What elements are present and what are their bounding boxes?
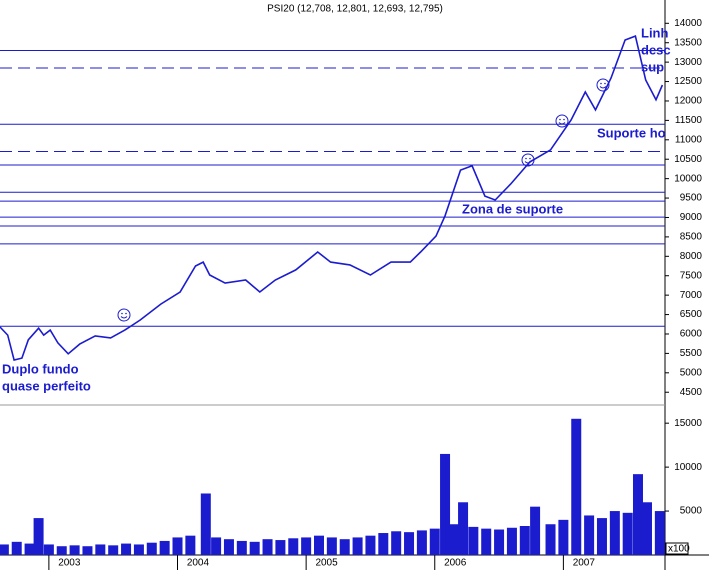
volume-bar (468, 526, 479, 555)
volume-bar (11, 541, 22, 555)
volume-bar (494, 529, 505, 555)
y-tick-label: 6500 (680, 309, 703, 320)
y-tick-label: 4500 (680, 387, 703, 398)
annotation: Suporte ho (597, 125, 666, 140)
y-tick-label: 11000 (675, 134, 703, 145)
volume-bar (326, 537, 337, 555)
volume-bar (82, 546, 93, 555)
y-tick-label: 7500 (680, 270, 703, 281)
volume-bar (449, 524, 460, 555)
volume-bar (632, 474, 643, 555)
volume-bar (172, 537, 183, 555)
volume-bar (288, 538, 299, 555)
y-tick-label: 8000 (680, 251, 703, 262)
volume-bar (95, 544, 106, 555)
volume-bar (236, 540, 247, 555)
volume-bar (530, 506, 541, 555)
y-tick-label: 9000 (680, 212, 703, 223)
volume-bar (146, 542, 157, 555)
volume-bar (56, 546, 67, 555)
volume-bar (108, 545, 119, 555)
volume-bar (249, 541, 260, 555)
y-tick-label: 6000 (680, 329, 703, 340)
volume-bar (133, 544, 144, 555)
volume-bar (545, 524, 556, 555)
y-tick-label: 5000 (680, 367, 703, 378)
volume-bar (519, 526, 530, 555)
volume-bar (584, 515, 595, 555)
volume-bar (506, 527, 517, 555)
volume-bar (440, 453, 451, 555)
volume-bar (609, 511, 620, 555)
volume-bar (641, 502, 652, 555)
volume-bar (416, 530, 427, 555)
y-tick-label: 14000 (674, 18, 702, 29)
x-tick-label: 2004 (187, 558, 210, 569)
volume-bar (429, 528, 440, 555)
volume-bar (378, 533, 389, 555)
volume-bar (185, 535, 196, 555)
y2-tick-label: 5000 (680, 506, 703, 517)
volume-bar (159, 540, 170, 555)
volume-bar (313, 535, 324, 555)
volume-bar (121, 543, 132, 555)
x-tick-label: 2003 (58, 558, 81, 569)
volume-bar (223, 539, 234, 555)
x-tick-label: 2006 (444, 558, 467, 569)
unit-box (665, 542, 689, 555)
smiley (117, 308, 131, 322)
annotation: quase perfeito (2, 378, 91, 393)
annotation: desc (641, 42, 671, 57)
volume-bar (391, 531, 402, 555)
y-tick-label: 10000 (674, 173, 702, 184)
volume-bar (43, 544, 54, 555)
y-tick-label: 12500 (674, 76, 702, 87)
volume-bar (622, 512, 633, 555)
volume-bar (654, 511, 665, 555)
y-tick-label: 7000 (680, 290, 703, 301)
x-tick-label: 2005 (315, 558, 338, 569)
volume-bar (481, 528, 492, 555)
volume-bar (404, 532, 415, 555)
volume-bar (24, 543, 35, 555)
annotation: sup (641, 59, 664, 74)
y-tick-label: 8500 (680, 232, 703, 243)
volume-bar (596, 518, 607, 555)
y2-tick-label: 15000 (674, 418, 702, 429)
smiley (596, 78, 610, 92)
volume-bar (352, 537, 363, 555)
y-tick-label: 11500 (675, 115, 703, 126)
annotation: Duplo fundo (2, 361, 79, 376)
y-tick-label: 9500 (680, 193, 703, 204)
y-tick-label: 13500 (674, 37, 702, 48)
annotation: Zona de suporte (462, 201, 563, 216)
x-tick-label: 2007 (573, 558, 596, 569)
y-tick-label: 12000 (674, 96, 702, 107)
annotation: Linh (641, 25, 668, 40)
volume-bar (0, 544, 9, 555)
y-tick-label: 5500 (680, 348, 703, 359)
price-line (0, 35, 664, 361)
volume-bar (275, 540, 286, 555)
volume-bar (33, 518, 44, 555)
y-tick-label: 10500 (674, 154, 702, 165)
y2-tick-label: 10000 (674, 462, 702, 473)
volume-bar (558, 519, 569, 555)
volume-bar (458, 502, 469, 555)
volume-bar (301, 537, 312, 555)
volume-unit-label: x100 (668, 544, 690, 555)
y-tick-label: 13000 (674, 57, 702, 68)
volume-bar (69, 545, 80, 555)
chart-title: PSI20 (12,708, 12,801, 12,693, 12,795) (267, 4, 443, 15)
volume-bar (262, 539, 273, 555)
volume-bar (571, 418, 582, 555)
volume-bar (339, 539, 350, 555)
volume-bar (365, 535, 376, 555)
volume-bar (211, 537, 222, 555)
volume-bar (200, 493, 211, 555)
